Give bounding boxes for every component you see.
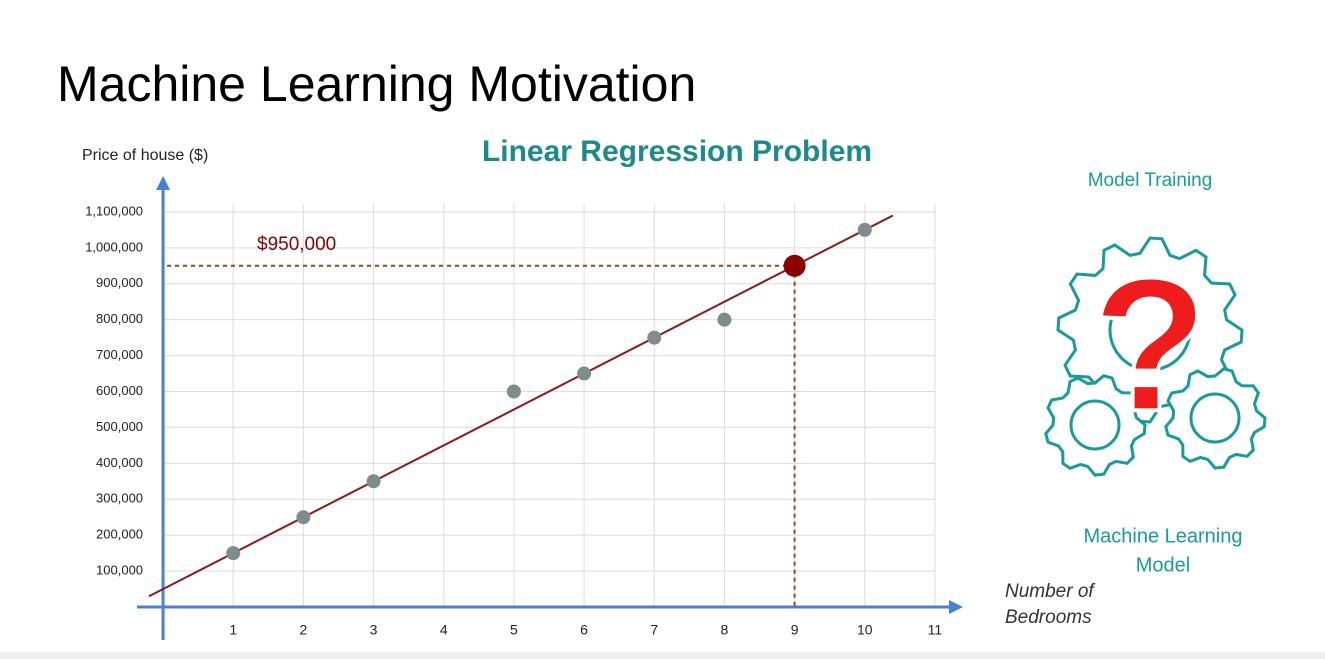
gear-hole: [1108, 288, 1192, 372]
x-tick-label: 11: [928, 622, 943, 638]
x-axis-label: Number of: [1005, 581, 1095, 602]
prediction-point: [783, 254, 806, 277]
data-point: [506, 384, 521, 399]
panel-label: Model Training: [1088, 170, 1213, 191]
gear: [1044, 374, 1147, 477]
data-point: [577, 366, 592, 381]
gear-hole: [1069, 399, 1121, 451]
data-point: [366, 474, 381, 489]
y-tick-label: 1,100,000: [85, 203, 143, 218]
bottom-bar: [0, 652, 1325, 659]
y-axis-arrow: [156, 176, 171, 190]
gears-icon: [1044, 236, 1267, 477]
y-tick-label: 1,000,000: [85, 239, 143, 254]
x-tick-label: 8: [721, 622, 729, 638]
x-axis-arrow: [949, 600, 963, 614]
data-point: [647, 330, 662, 345]
y-tick-label: 800,000: [96, 311, 143, 326]
question-icon: ?: [1092, 239, 1208, 451]
x-tick-label: 9: [791, 622, 799, 638]
prediction-label: $950,000: [257, 234, 336, 255]
x-tick-label: 2: [299, 622, 307, 638]
slide-title: Machine Learning Motivation: [57, 56, 696, 112]
x-tick-label: 7: [650, 622, 658, 638]
panel-label: Machine Learning: [1084, 525, 1243, 547]
data-point: [717, 312, 732, 327]
x-tick-label: 3: [370, 622, 378, 638]
y-tick-label: 900,000: [96, 275, 143, 290]
chart-title: Linear Regression Problem: [482, 135, 872, 168]
y-tick-label: 600,000: [96, 383, 143, 398]
fit-line: [148, 214, 894, 598]
x-tick-label: 1: [229, 622, 237, 638]
y-axis-label: Price of house ($): [82, 147, 208, 164]
y-tick-label: 500,000: [96, 419, 143, 434]
y-tick-label: 400,000: [96, 455, 143, 470]
y-tick-label: 300,000: [96, 491, 143, 506]
data-point: [226, 546, 241, 561]
y-tick-label: 700,000: [96, 347, 143, 362]
gear: [1164, 367, 1267, 470]
y-tick-label: 200,000: [96, 527, 143, 542]
x-axis-label: Bedrooms: [1005, 607, 1092, 628]
panel-label: Model: [1136, 554, 1190, 576]
data-point: [857, 222, 872, 237]
x-tick-label: 6: [580, 622, 588, 638]
x-tick-label: 5: [510, 622, 518, 638]
gear-hole: [1189, 392, 1241, 444]
y-tick-label: 100,000: [96, 563, 143, 578]
data-point: [296, 510, 311, 525]
x-tick-label: 10: [857, 622, 873, 638]
x-tick-label: 4: [440, 622, 448, 638]
